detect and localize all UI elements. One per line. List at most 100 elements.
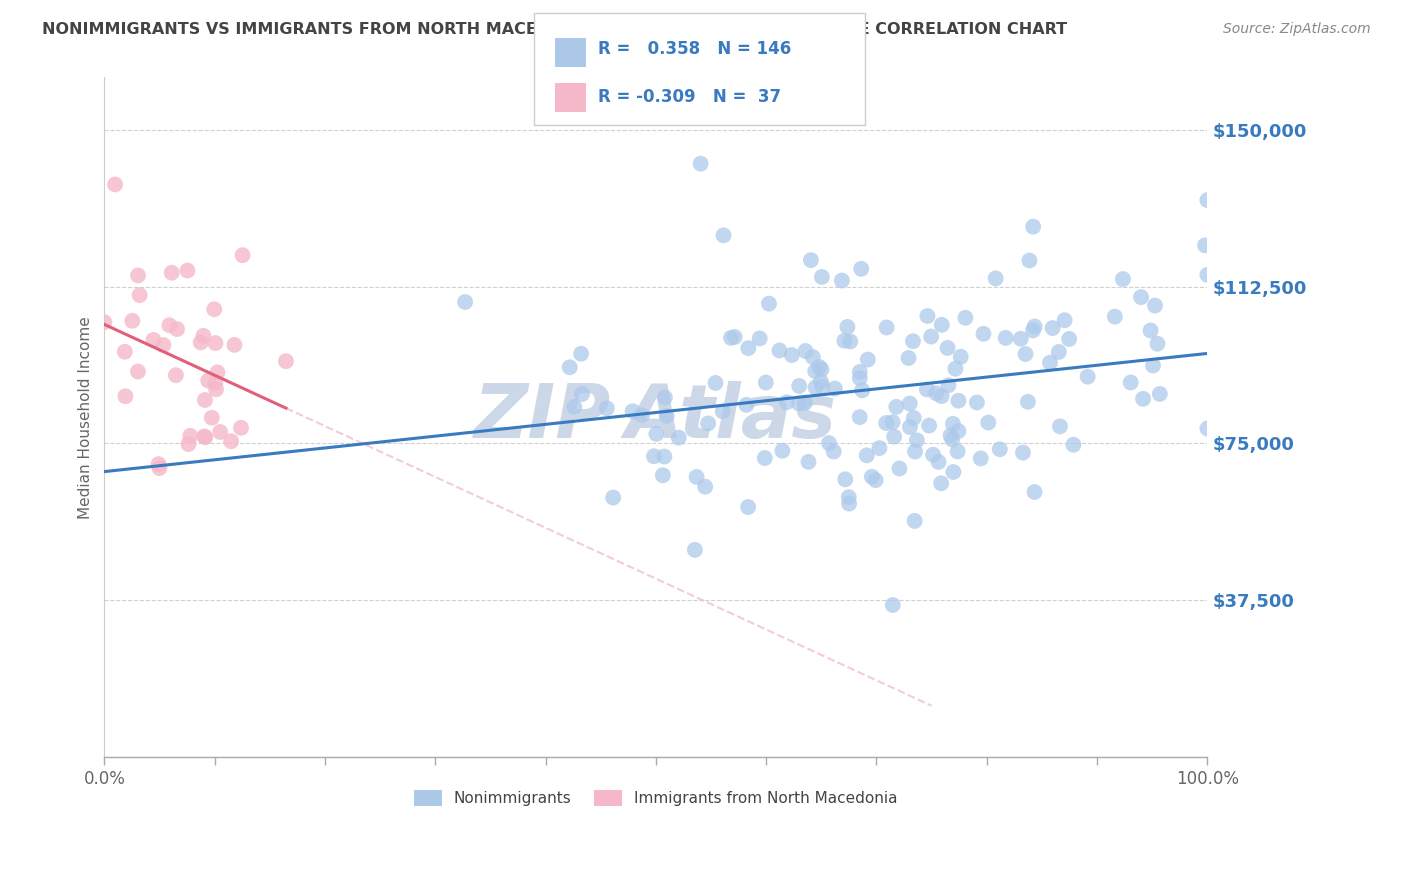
Point	[193, 328, 215, 343]
Point	[114, 344, 136, 359]
Point	[713, 228, 735, 243]
Point	[1149, 387, 1171, 401]
Point	[945, 361, 967, 376]
Point	[794, 344, 817, 359]
Point	[811, 379, 834, 393]
Point	[818, 436, 841, 450]
Point	[177, 437, 200, 451]
Point	[955, 310, 977, 325]
Point	[704, 376, 727, 390]
Point	[904, 444, 927, 458]
Point	[801, 350, 824, 364]
Point	[190, 335, 212, 350]
Point	[1014, 347, 1036, 361]
Point	[942, 465, 965, 479]
Point	[128, 288, 150, 302]
Point	[936, 341, 959, 355]
Point	[758, 296, 780, 310]
Point	[1039, 356, 1062, 370]
Point	[984, 271, 1007, 285]
Point	[931, 389, 953, 403]
Point	[735, 398, 758, 412]
Point	[928, 455, 950, 469]
Point	[977, 416, 1000, 430]
Point	[454, 295, 477, 310]
Point	[768, 343, 790, 358]
Text: ZIP Atlas: ZIP Atlas	[474, 381, 838, 454]
Point	[209, 425, 232, 439]
Point	[838, 497, 860, 511]
Point	[848, 410, 870, 425]
Point	[1017, 394, 1039, 409]
Point	[1194, 238, 1216, 252]
Point	[655, 409, 678, 423]
Point	[1104, 310, 1126, 324]
Point	[831, 273, 853, 287]
Point	[775, 395, 797, 409]
Text: NONIMMIGRANTS VS IMMIGRANTS FROM NORTH MACEDONIA MEDIAN HOUSEHOLD INCOME CORRELA: NONIMMIGRANTS VS IMMIGRANTS FROM NORTH M…	[42, 22, 1067, 37]
Point	[808, 359, 831, 374]
Point	[804, 380, 827, 394]
Point	[949, 350, 972, 364]
Point	[804, 364, 827, 378]
Point	[562, 400, 585, 414]
Point	[938, 378, 960, 392]
Point	[988, 442, 1011, 457]
Point	[1197, 268, 1219, 282]
Point	[948, 393, 970, 408]
Point	[219, 434, 242, 449]
Point	[1049, 419, 1071, 434]
Point	[905, 434, 928, 448]
Point	[966, 395, 988, 409]
Point	[834, 472, 856, 486]
Point	[1010, 332, 1032, 346]
Point	[697, 417, 720, 431]
Text: Source: ZipAtlas.com: Source: ZipAtlas.com	[1223, 22, 1371, 37]
Point	[897, 351, 920, 365]
Point	[602, 491, 624, 505]
Point	[201, 410, 224, 425]
Point	[558, 360, 581, 375]
Point	[1119, 376, 1142, 390]
Legend: Nonimmigrants, Immigrants from North Macedonia: Nonimmigrants, Immigrants from North Mac…	[406, 782, 905, 814]
Point	[1018, 253, 1040, 268]
Point	[838, 490, 860, 504]
Point	[202, 302, 225, 317]
Point	[224, 338, 246, 352]
Point	[942, 417, 965, 431]
Point	[948, 424, 970, 438]
Point	[970, 451, 993, 466]
Point	[1022, 219, 1045, 234]
Point	[194, 430, 217, 444]
Point	[1132, 392, 1154, 406]
Point	[787, 379, 810, 393]
Point	[882, 598, 904, 612]
Point	[915, 383, 938, 397]
Point	[1047, 345, 1070, 359]
Point	[204, 336, 226, 351]
Point	[114, 389, 136, 403]
Point	[1062, 438, 1084, 452]
Point	[274, 354, 297, 368]
Point	[194, 392, 217, 407]
Point	[152, 338, 174, 352]
Point	[1197, 193, 1219, 207]
Point	[849, 365, 872, 379]
Point	[229, 421, 252, 435]
Point	[689, 157, 711, 171]
Point	[148, 457, 170, 471]
Point	[925, 386, 948, 401]
Point	[946, 444, 969, 458]
Point	[1024, 319, 1046, 334]
Text: R =   0.358   N = 146: R = 0.358 N = 146	[598, 40, 790, 58]
Point	[851, 261, 873, 276]
Point	[1143, 299, 1166, 313]
Point	[839, 334, 862, 349]
Y-axis label: Median Household Income: Median Household Income	[79, 316, 93, 518]
Point	[683, 542, 706, 557]
Point	[651, 468, 673, 483]
Point	[860, 469, 883, 483]
Point	[165, 368, 187, 383]
Point	[204, 376, 226, 391]
Point	[720, 331, 742, 345]
